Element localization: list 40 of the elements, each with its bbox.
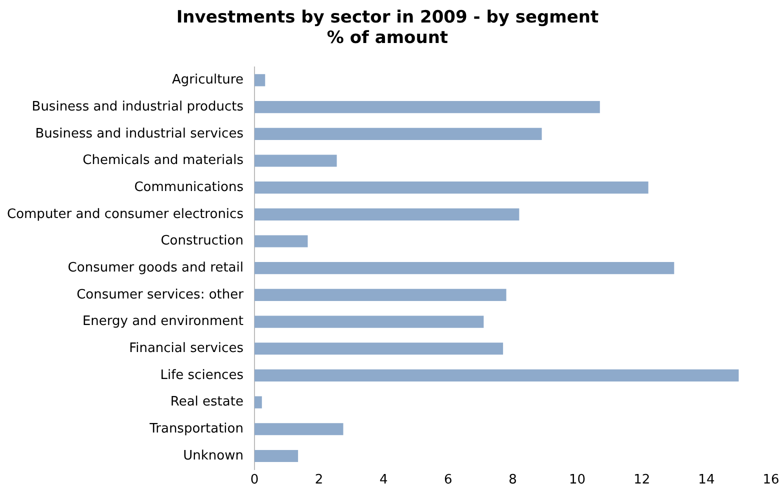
y-tick-label: Business and industrial products — [32, 99, 244, 114]
x-tick-label: 6 — [444, 472, 452, 488]
bar — [254, 423, 344, 436]
bar — [254, 182, 648, 194]
x-tick-label: 14 — [698, 472, 715, 488]
bar — [254, 262, 674, 274]
bar — [254, 74, 266, 86]
y-tick-label: Financial services — [129, 340, 244, 356]
bar — [254, 316, 484, 328]
y-tick-label: Construction — [160, 234, 244, 249]
chart-title: Investments by sector in 2009 - by segment % of amount — [176, 8, 599, 48]
bar — [254, 128, 542, 140]
bar — [254, 208, 520, 220]
bar — [254, 396, 262, 408]
y-tick-label: Chemicals and materials — [82, 153, 244, 168]
bar — [254, 369, 739, 382]
bar — [254, 450, 298, 462]
x-tick-label: 12 — [634, 472, 650, 488]
y-tick-label: Business and industrial services — [35, 126, 244, 142]
bar — [254, 342, 504, 355]
y-tick-label: Consumer goods and retail — [68, 260, 244, 276]
y-tick-label: Agriculture — [172, 72, 244, 88]
y-tick-label: Transportation — [148, 422, 244, 437]
y-tick-label: Consumer services: other — [76, 287, 244, 302]
y-tick-label: Real estate — [170, 394, 244, 410]
y-tick-label: Life sciences — [160, 368, 244, 383]
y-tick-label: Unknown — [183, 448, 244, 464]
bar — [254, 154, 337, 167]
x-tick-label: 0 — [250, 472, 259, 488]
y-tick-label: Communications — [134, 180, 244, 195]
y-tick-label: Energy and environment — [82, 314, 244, 330]
x-tick-label: 10 — [569, 472, 586, 488]
bar — [254, 288, 506, 301]
x-tick-label: 8 — [508, 472, 517, 488]
x-tick-label: 16 — [762, 472, 780, 488]
y-tick-label: Computer and consumer electronics — [6, 206, 244, 222]
x-tick-label: 2 — [314, 472, 324, 488]
x-tick-label: 4 — [379, 472, 388, 488]
bar — [254, 235, 308, 248]
bar — [254, 101, 600, 114]
